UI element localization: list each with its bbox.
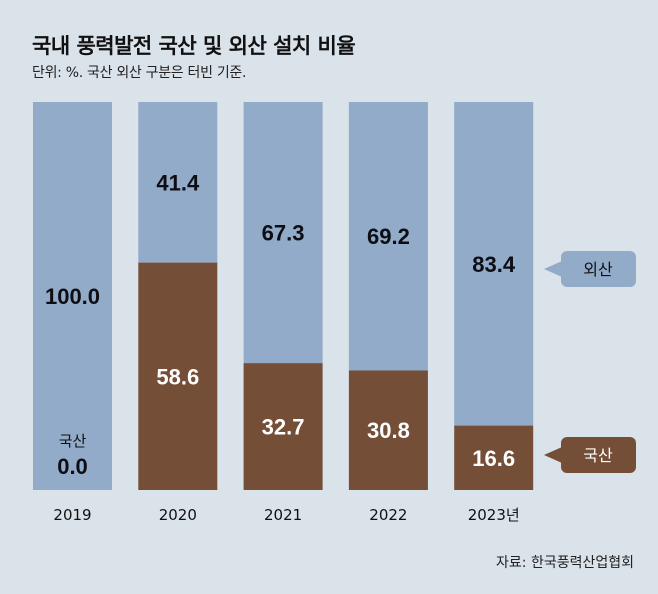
x-tick-label: 2022 bbox=[369, 506, 407, 524]
bar-segment-imported bbox=[454, 102, 534, 426]
bar-segment-imported bbox=[138, 102, 218, 263]
bar-segment-domestic bbox=[243, 363, 323, 490]
bar-segment-domestic bbox=[138, 262, 218, 490]
legend-label-domestic: 국산 bbox=[583, 446, 613, 465]
x-tick-label: 2023년 bbox=[468, 506, 520, 524]
source-note: 자료: 한국풍력산업협회 bbox=[496, 555, 634, 571]
bar-segment-imported bbox=[33, 102, 112, 490]
chart-subtitle: 단위: %. 국산 외산 구분은 터빈 기준. bbox=[32, 65, 247, 81]
data-label-domestic: 32.7 bbox=[262, 415, 305, 440]
legend-box-domestic bbox=[561, 437, 636, 473]
legend-label-imported: 외산 bbox=[583, 260, 613, 279]
data-label-imported: 69.2 bbox=[367, 224, 410, 249]
legend-box-imported bbox=[561, 251, 636, 287]
data-label-imported: 83.4 bbox=[472, 252, 516, 277]
zero-domestic-label: 국산 bbox=[59, 432, 87, 450]
data-label-domestic: 0.0 bbox=[57, 454, 88, 479]
x-tick-label: 2020 bbox=[159, 506, 197, 524]
data-label-imported: 67.3 bbox=[262, 221, 305, 246]
bar-segment-imported bbox=[348, 102, 428, 371]
bar-segment-imported bbox=[243, 102, 323, 364]
bar-segment-domestic bbox=[454, 425, 534, 490]
legend-pointer-imported bbox=[544, 261, 562, 277]
x-tick-label: 2021 bbox=[264, 506, 302, 524]
bar-segment-domestic bbox=[348, 370, 428, 490]
data-label-imported: 100.0 bbox=[45, 284, 100, 309]
data-label-domestic: 30.8 bbox=[367, 418, 410, 443]
data-label-domestic: 16.6 bbox=[472, 446, 515, 471]
legend-pointer-domestic bbox=[544, 447, 562, 463]
data-label-imported: 41.4 bbox=[156, 170, 200, 195]
data-label-domestic: 58.6 bbox=[156, 364, 199, 389]
chart-title: 국내 풍력발전 국산 및 외산 설치 비율 bbox=[32, 34, 356, 58]
x-tick-label: 2019 bbox=[53, 506, 91, 524]
